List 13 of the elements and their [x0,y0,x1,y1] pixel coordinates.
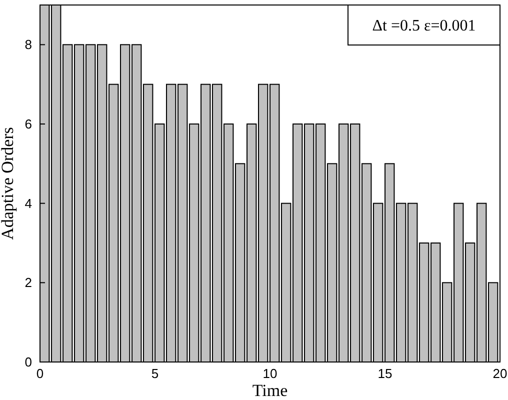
x-tick-label: 10 [262,366,278,381]
x-axis-title: Time [252,381,288,400]
y-tick-label: 6 [24,116,32,132]
x-tick-label: 15 [378,366,392,381]
x-tick-label: 20 [492,366,508,381]
y-tick-label: 2 [24,275,32,290]
y-tick-label: 0 [24,354,32,370]
y-tick-label: 4 [24,196,32,211]
annotation: Δt =0.5 ε=0.001 [372,18,476,35]
x-tick-label: 0 [36,366,44,381]
x-tick-label: 5 [151,366,159,381]
y-tick-label: 8 [24,37,32,52]
y-axis-title: Adaptive Orders [0,127,17,240]
